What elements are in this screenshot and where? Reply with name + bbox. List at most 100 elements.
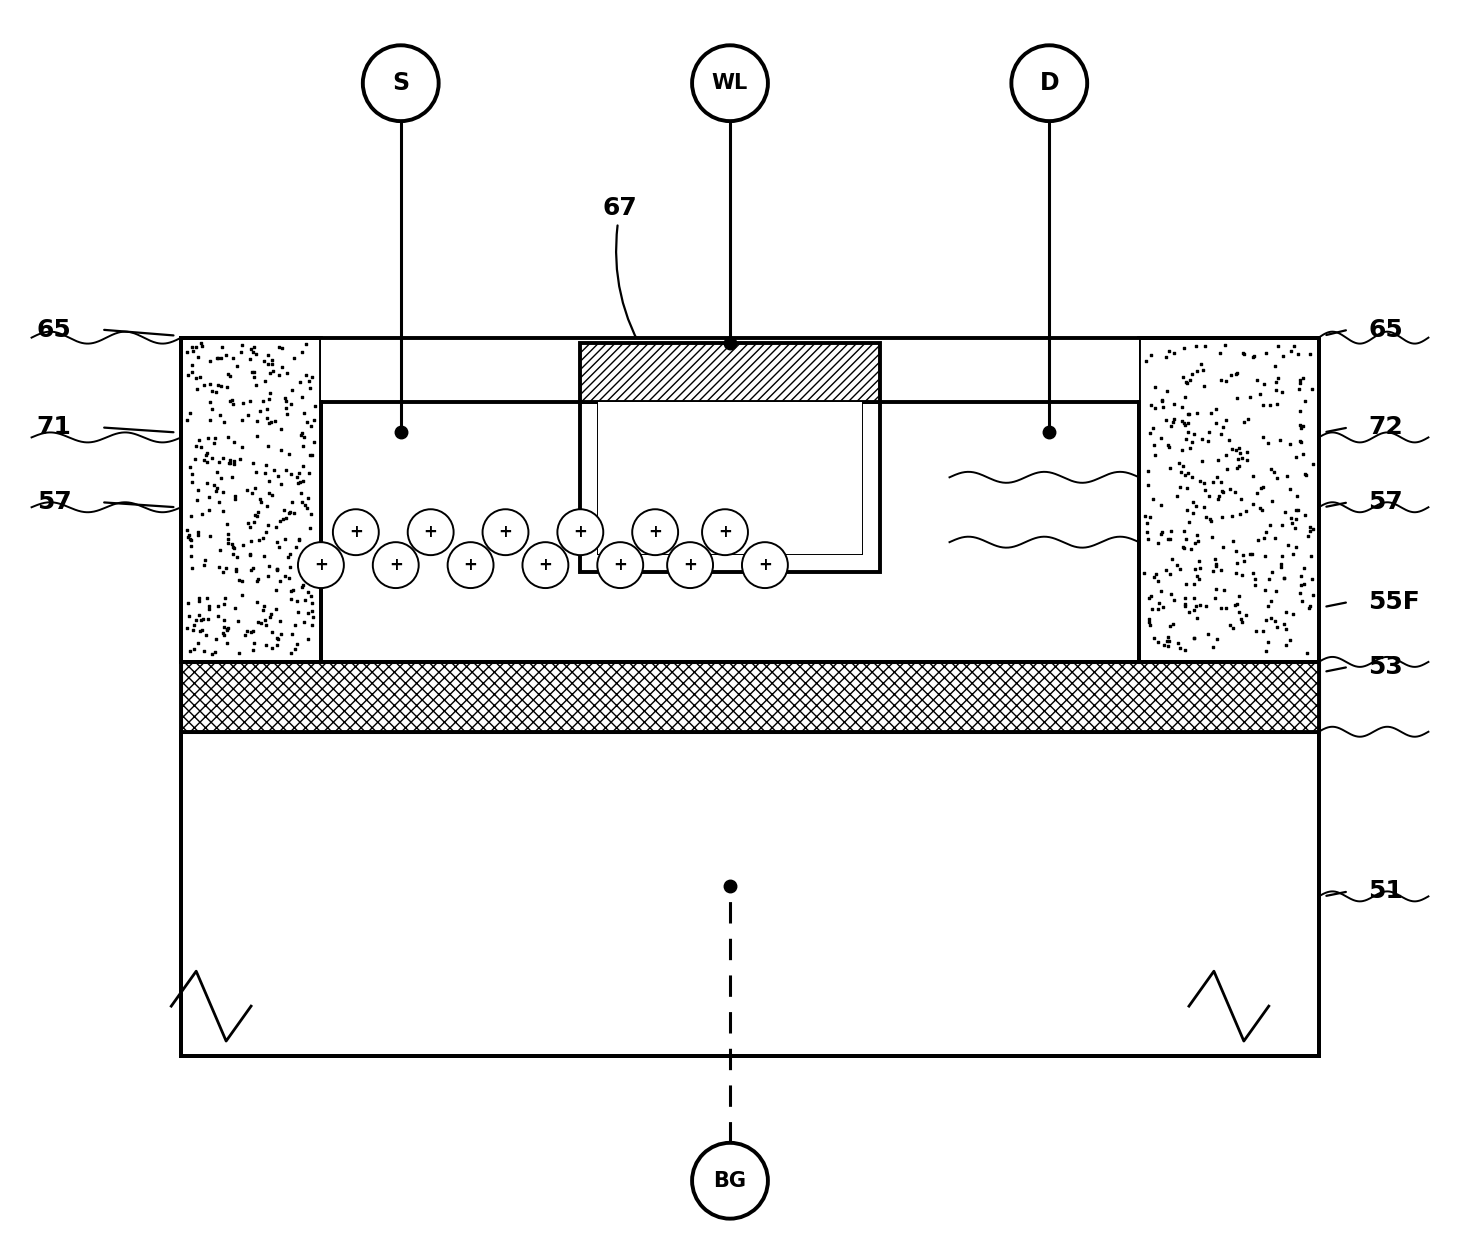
Point <box>1147 571 1170 591</box>
Point <box>1150 580 1173 600</box>
Point <box>245 570 268 590</box>
Point <box>220 534 243 554</box>
Point <box>1225 459 1249 479</box>
Point <box>211 336 235 356</box>
Point <box>1271 516 1294 536</box>
Point <box>1176 404 1199 424</box>
Point <box>1150 495 1173 515</box>
Point <box>256 345 280 365</box>
Point <box>219 453 242 473</box>
Point <box>251 600 274 620</box>
Point <box>1160 521 1183 541</box>
Point <box>1252 621 1275 641</box>
Text: 65: 65 <box>1368 318 1403 341</box>
Point <box>1241 544 1265 564</box>
Point <box>205 349 229 369</box>
Point <box>1185 524 1208 544</box>
Point <box>198 392 221 412</box>
Point <box>1224 595 1247 615</box>
Point <box>255 400 278 419</box>
Point <box>300 615 323 635</box>
Point <box>1260 491 1284 511</box>
Point <box>290 484 313 503</box>
Bar <box>580 402 880 571</box>
Text: +: + <box>718 523 731 542</box>
Point <box>1183 533 1206 553</box>
Text: 51: 51 <box>1368 880 1403 903</box>
Point <box>242 640 265 659</box>
Point <box>1155 631 1179 651</box>
Point <box>213 617 236 637</box>
Point <box>254 610 277 630</box>
Point <box>291 575 315 595</box>
Point <box>246 426 270 445</box>
Point <box>251 528 274 548</box>
Text: +: + <box>389 557 402 574</box>
Point <box>1276 536 1300 555</box>
Point <box>1254 522 1278 542</box>
Point <box>265 636 288 656</box>
Point <box>195 474 219 494</box>
Point <box>1147 593 1170 612</box>
Point <box>1259 609 1282 628</box>
Point <box>296 630 319 649</box>
Bar <box>1139 338 1319 662</box>
Point <box>1169 559 1192 579</box>
Point <box>300 445 323 465</box>
Point <box>275 364 299 383</box>
Point <box>1173 465 1196 485</box>
Point <box>1179 371 1202 391</box>
Point <box>1233 344 1256 364</box>
Point <box>1203 579 1227 599</box>
Point <box>195 625 219 644</box>
Point <box>213 594 236 614</box>
Point <box>1263 528 1287 548</box>
Point <box>258 607 281 627</box>
Text: 67: 67 <box>603 195 647 359</box>
Point <box>1201 527 1224 547</box>
Point <box>1230 612 1253 632</box>
Point <box>1285 510 1308 529</box>
Point <box>265 599 288 618</box>
Point <box>270 419 293 439</box>
Point <box>1275 620 1298 640</box>
Point <box>254 522 277 542</box>
Point <box>227 570 251 590</box>
Point <box>1246 482 1269 502</box>
Point <box>1228 438 1252 458</box>
Point <box>217 533 240 553</box>
Point <box>259 604 283 623</box>
Point <box>1282 604 1305 623</box>
Point <box>245 411 268 430</box>
Point <box>1295 465 1319 485</box>
Point <box>1282 336 1305 356</box>
Point <box>181 340 204 360</box>
Point <box>178 524 201 544</box>
Point <box>1209 599 1233 618</box>
Point <box>1257 433 1281 453</box>
Point <box>1158 616 1182 636</box>
Point <box>181 464 204 484</box>
Point <box>194 549 217 569</box>
Point <box>198 409 221 429</box>
Circle shape <box>523 542 568 588</box>
Point <box>239 544 262 564</box>
Point <box>223 486 246 506</box>
Point <box>242 338 265 357</box>
Point <box>1193 336 1217 356</box>
Point <box>1269 430 1292 450</box>
Point <box>1142 435 1166 455</box>
Point <box>176 527 200 547</box>
Point <box>1185 496 1208 516</box>
Point <box>1157 437 1180 456</box>
Point <box>1259 515 1282 534</box>
Text: 72: 72 <box>1368 416 1403 439</box>
Circle shape <box>332 510 379 555</box>
Point <box>1217 430 1240 450</box>
Point <box>1206 450 1230 470</box>
Point <box>278 444 302 464</box>
Point <box>275 398 299 418</box>
Point <box>1205 400 1228 419</box>
Text: +: + <box>424 523 437 542</box>
Point <box>213 610 236 630</box>
